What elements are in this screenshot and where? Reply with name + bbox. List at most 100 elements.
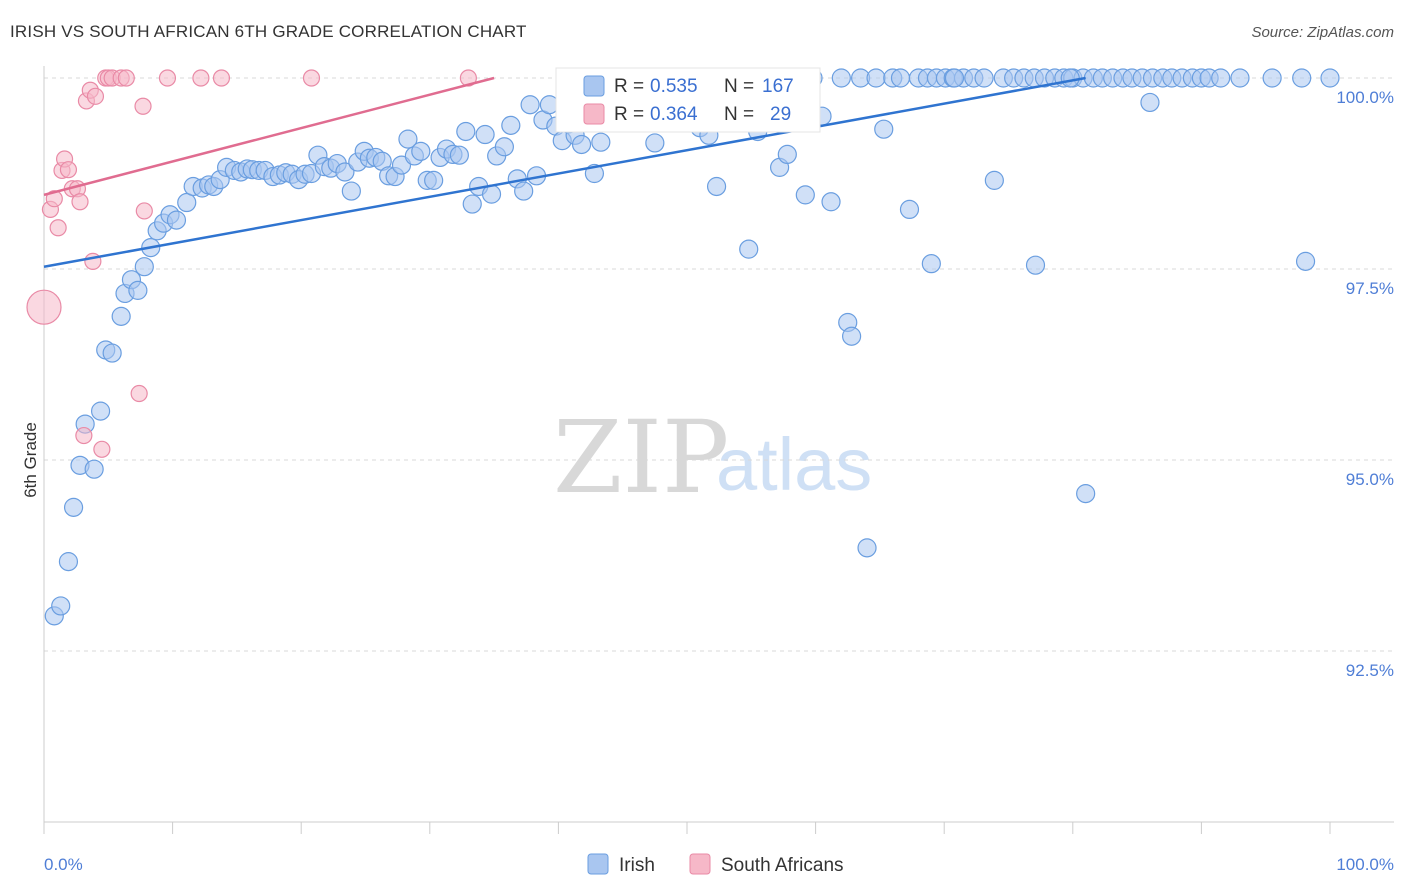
south-african-point [59,161,78,179]
irish-point [984,170,1004,190]
irish-point [63,497,84,517]
south-african-point [71,193,89,211]
chart-title: IRISH VS SOUTH AFRICAN 6TH GRADE CORRELA… [10,22,527,41]
x-tick-label-left: 0.0% [44,855,83,874]
irish-points [44,68,1340,626]
irish-trend-line [43,76,1086,268]
irish-point [1230,68,1250,88]
south-african-point [135,202,153,220]
irish-point [645,133,665,153]
irish-point [777,144,797,164]
y-tick-label: 97.5% [1346,279,1394,298]
legend-bottom-irish-swatch [587,853,609,875]
irish-point [411,141,431,161]
irish-point [944,68,965,88]
legend-top: R = 0.535 N = 167 R = 0.364 N = 29 [555,67,821,133]
irish-point [706,176,727,197]
irish-point [520,95,540,115]
south-african-point [93,440,111,458]
irish-point [341,181,361,201]
irish-point [501,115,521,135]
legend-sa-n-value: 29 [770,104,791,125]
irish-point [398,129,418,149]
irish-point [102,343,122,363]
south-african-point [302,69,321,87]
irish-point [177,192,197,213]
south-african-point [192,69,210,87]
south-african-point [26,289,62,325]
legend-bottom-irish-label: Irish [619,855,655,876]
south-african-point [134,97,152,115]
irish-point [494,137,514,157]
irish-point [831,68,851,88]
irish-point [866,68,886,88]
irish-point [475,124,495,145]
irish-point [1292,68,1312,88]
irish-point [90,401,111,421]
y-tick-label: 92.5% [1346,661,1394,680]
irish-point [857,538,877,558]
legend-bottom-sa-label: South Africans [721,855,844,876]
irish-point [1060,68,1080,88]
axes [43,66,1394,834]
irish-point [514,181,534,201]
irish-point [1076,484,1096,504]
irish-point [1140,92,1160,113]
irish-point [890,68,911,88]
irish-point [166,210,187,230]
legend-sa-r-value: 0.364 [650,104,698,125]
irish-point [424,170,444,190]
y-tick-labels: 100.0% 97.5% 95.0% 92.5% [1336,88,1394,680]
irish-point [974,68,994,88]
south-african-point [45,190,63,208]
watermark-atlas: atlas [716,423,872,506]
irish-point [1025,255,1046,275]
irish-point [58,552,79,572]
irish-point [591,132,611,152]
irish-point [795,185,815,205]
irish-point [111,306,131,326]
irish-point [921,254,941,274]
south-african-point [130,384,148,403]
irish-point [571,134,592,155]
x-tick-label-right: 100.0% [1336,855,1394,874]
south-african-point [86,87,105,105]
irish-point [1211,68,1231,88]
irish-point [899,199,920,220]
irish-point [842,326,862,346]
watermark-zip: ZIP [553,399,729,516]
legend-irish-n-value: 167 [762,76,794,97]
irish-point [51,596,71,616]
irish-point [128,280,148,300]
y-axis-title: 6th Grade [21,422,40,498]
legend-irish-swatch [583,75,605,97]
south-african-point [49,219,67,237]
legend-bottom-sa-swatch [689,853,711,875]
y-tick-label: 100.0% [1336,88,1394,107]
irish-point [335,162,355,182]
irish-point [1262,68,1282,88]
irish-point [821,192,841,212]
south-african-point [459,69,477,87]
south-african-point [75,426,93,445]
irish-point [84,459,104,479]
irish-point [874,119,894,139]
south-african-point [117,69,135,87]
legend-sa-r-label: R = [614,104,644,125]
y-tick-label: 95.0% [1346,470,1394,489]
legend-irish-r-value: 0.535 [650,76,698,97]
irish-point [456,121,476,142]
irish-point [1295,251,1316,271]
legend-irish-n-label: N = [724,76,754,97]
irish-point [449,145,469,165]
legend-bottom: Irish South Africans [587,853,844,876]
south-african-trend-line [43,76,495,197]
legend-sa-swatch [583,103,605,125]
irish-point [134,257,154,277]
south-african-point [158,69,177,87]
source-label: Source: ZipAtlas.com [1251,24,1394,41]
trend-lines [43,76,1086,268]
legend-sa-n-label: N = [724,104,754,125]
south-african-points [26,69,477,458]
